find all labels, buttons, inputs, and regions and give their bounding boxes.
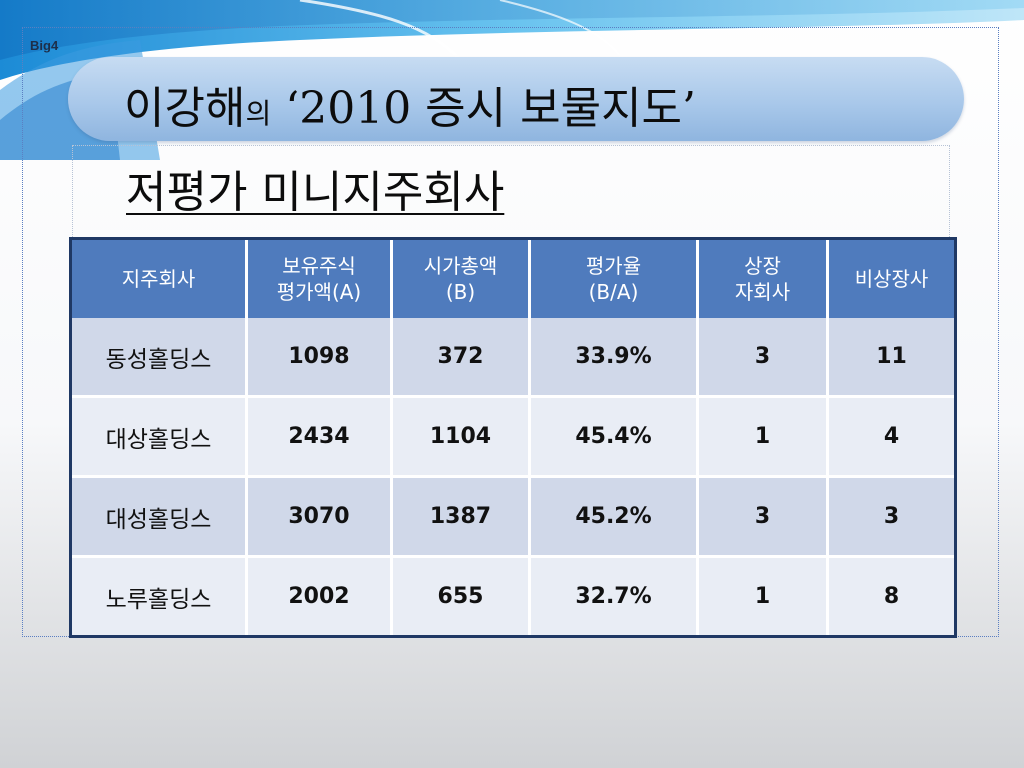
slide-subtitle: 저평가 미니지주회사 [126, 167, 505, 218]
cell-market-cap: 655 [393, 558, 531, 635]
cell-listed: 3 [699, 318, 829, 398]
title-name: 이강해 [124, 83, 246, 134]
cell-valuation: 2434 [248, 398, 393, 478]
table-header-row: 지주회사 보유주식 평가액(A) 시가총액 (B) 평가율 (B/A) 상장 자회사 비… [72, 240, 954, 318]
table-row: 대성홀딩스 3070 1387 45.2% 3 3 [72, 478, 954, 558]
table-row: 노루홀딩스 2002 655 32.7% 1 8 [72, 558, 954, 635]
brand-label: Big4 [30, 38, 59, 53]
cell-market-cap: 1387 [393, 478, 531, 558]
title-particle: 의 [245, 97, 272, 130]
table-row: 대상홀딩스 2434 1104 45.4% 1 4 [72, 398, 954, 478]
cell-company: 노루홀딩스 [72, 558, 248, 635]
cell-unlisted: 11 [829, 318, 954, 398]
holdings-table: 지주회사 보유주식 평가액(A) 시가총액 (B) 평가율 (B/A) 상장 자회사 비… [69, 237, 957, 638]
cell-unlisted: 8 [829, 558, 954, 635]
cell-ratio: 32.7% [531, 558, 699, 635]
cell-company: 대성홀딩스 [72, 478, 248, 558]
slide-title: 이강해의 ‘2010 증시 보물지도’ [124, 72, 696, 136]
header-cell-valuation-ratio: 평가율 (B/A) [531, 240, 699, 318]
header-cell-market-cap: 시가총액 (B) [393, 240, 531, 318]
cell-listed: 1 [699, 558, 829, 635]
cell-ratio: 45.4% [531, 398, 699, 478]
cell-ratio: 45.2% [531, 478, 699, 558]
cell-market-cap: 1104 [393, 398, 531, 478]
header-cell-listed-subsidiaries: 상장 자회사 [699, 240, 829, 318]
cell-valuation: 1098 [248, 318, 393, 398]
header-cell-stock-valuation: 보유주식 평가액(A) [248, 240, 393, 318]
cell-company: 동성홀딩스 [72, 318, 248, 398]
table-row: 동성홀딩스 1098 372 33.9% 3 11 [72, 318, 954, 398]
title-banner [68, 57, 964, 141]
cell-company: 대상홀딩스 [72, 398, 248, 478]
header-cell-unlisted: 비상장사 [829, 240, 954, 318]
cell-listed: 3 [699, 478, 829, 558]
cell-market-cap: 372 [393, 318, 531, 398]
header-cell-holding-company: 지주회사 [72, 240, 248, 318]
cell-valuation: 3070 [248, 478, 393, 558]
cell-listed: 1 [699, 398, 829, 478]
cell-valuation: 2002 [248, 558, 393, 635]
cell-ratio: 33.9% [531, 318, 699, 398]
cell-unlisted: 4 [829, 398, 954, 478]
cell-unlisted: 3 [829, 478, 954, 558]
title-rest: ‘2010 증시 보물지도’ [285, 83, 697, 134]
